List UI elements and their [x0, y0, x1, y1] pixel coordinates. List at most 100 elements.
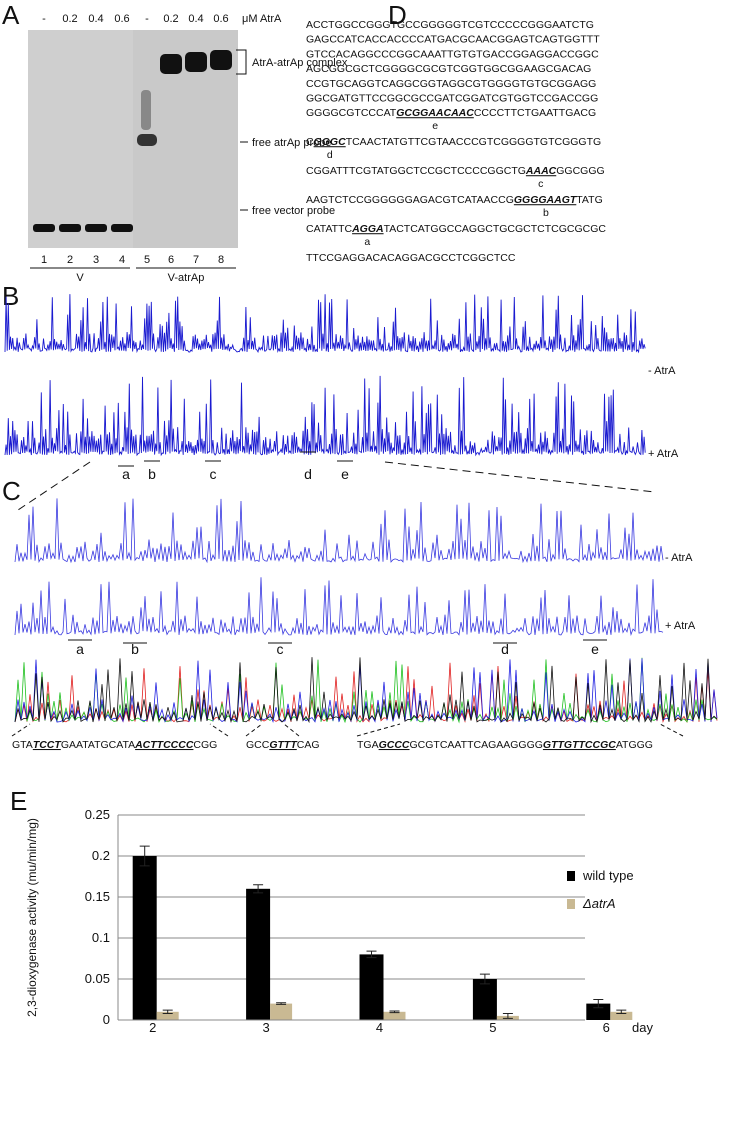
- region-label: e: [591, 641, 599, 657]
- chart: 0 0.05 0.1 0.15 0.2 0.25 2,3-dioxygenase activ…: [25, 807, 653, 1035]
- sequence-line: AGCGGCGCTCGGGGCGCGTCGGTGGCGGAAGCGACAG: [306, 63, 591, 75]
- error-bar: [253, 884, 264, 894]
- bar: [610, 1011, 633, 1020]
- y-tick-label: 0.1: [92, 930, 110, 945]
- sequence: CGG: [193, 739, 217, 751]
- bar: [586, 1003, 611, 1020]
- error-bar: [389, 1010, 400, 1014]
- region-label: d: [304, 466, 312, 482]
- trace: [14, 498, 664, 564]
- y-tick-label: 0.25: [85, 807, 110, 822]
- sequence: TACTCATGGCCAGGCTGCGCTCTCGCGCGC: [384, 223, 607, 235]
- region-label: d: [501, 641, 509, 657]
- bracket-lines: [11, 723, 684, 737]
- binding-site: GCCC: [379, 739, 410, 751]
- site-label: e: [432, 120, 438, 132]
- lane-number: 4: [119, 254, 125, 266]
- concentration: -: [145, 13, 149, 25]
- bar: [383, 1011, 406, 1020]
- trace: [14, 658, 718, 723]
- sequence-line: TTCCGAGGACACAGGACGCCTCGGCTCC: [306, 252, 516, 264]
- legend-swatch: [567, 899, 575, 909]
- error-bar: [593, 999, 604, 1009]
- region-label: a: [76, 641, 84, 657]
- sequence-row: TGAGCCCGCGTCAATTCAGAAGGGGGTTGTTCCGCATGGG: [357, 739, 653, 751]
- binding-site: AAAC: [525, 165, 557, 177]
- sequence-line: CATATTCAGGATACTCATGGCCAGGCTGCGCTCTCGCGCG…: [306, 223, 606, 235]
- panel-label: A: [2, 0, 20, 30]
- region-label: c: [277, 641, 284, 657]
- y-tick-label: 0.05: [85, 971, 110, 986]
- panel-d: ACCTGGCCGGGTGCCGGGGGTCGTCCCCCGGGAATCTG GA…: [306, 19, 606, 264]
- error-bar: [616, 1009, 627, 1014]
- unit: μM AtrA: [242, 13, 282, 25]
- error-bar: [366, 950, 377, 959]
- region-label: b: [131, 641, 139, 657]
- sequence: C: [306, 136, 314, 148]
- sequence: GCGTCAATTCAGAAGGGG: [410, 739, 543, 751]
- lane-number: 6: [168, 254, 174, 266]
- concentration: 0.6: [213, 13, 228, 25]
- sequence-line: CGGGCTCAACTATGTTCGTAACCCGTCGGGGTGTCGGGTG: [306, 136, 601, 148]
- region-label: b: [148, 466, 156, 482]
- binding-site: GGGC: [314, 136, 347, 148]
- bracket: [236, 49, 247, 75]
- bar: [246, 888, 271, 1020]
- annotation: free atrAp probe: [252, 137, 332, 149]
- y-tick-label: 0: [103, 1012, 110, 1027]
- error-bar: [162, 1009, 173, 1014]
- trace-label: + AtrA: [648, 448, 679, 460]
- zoom-lines: [14, 461, 656, 513]
- sequence-line: GAGCCATCACCACCCCATGACGCAACGGAGTCAGTGGTTT: [306, 34, 600, 46]
- sequence: GGCGGG: [556, 165, 604, 177]
- concentration: 0.2: [62, 13, 77, 25]
- y-tick-label: 0.2: [92, 848, 110, 863]
- sequence: CGGATTTCGTATGGCTCCGCTCCCCGGCTG: [306, 165, 526, 177]
- concentration: -: [42, 13, 46, 25]
- error-bar: [139, 845, 150, 867]
- site-label: a: [364, 236, 370, 248]
- trace: [14, 577, 664, 637]
- panel-label: E: [10, 786, 27, 816]
- region-label: c: [210, 466, 217, 482]
- x-axis-title: day: [632, 1020, 653, 1035]
- x-tick-label: 5: [489, 1020, 496, 1035]
- sequence: GAATATGCATA: [61, 739, 135, 751]
- x-tick-label: 4: [376, 1020, 383, 1035]
- site-label: c: [538, 178, 543, 190]
- sequence: GCC: [246, 739, 270, 751]
- bar: [132, 856, 157, 1020]
- x-tick-label: 6: [603, 1020, 610, 1035]
- sequence-line: CCGTGCAGGTCAGGCGGTAGGCGTGGGGTGTGCGGAGG: [306, 78, 596, 90]
- lane-number: 8: [218, 254, 224, 266]
- binding-site: AGGA: [351, 223, 384, 235]
- binding-site: GGGGAAGT: [514, 194, 578, 206]
- sequence: TATG: [576, 194, 602, 206]
- site-label: d: [327, 149, 333, 161]
- legend-label: wild type: [582, 868, 634, 883]
- region-label: a: [122, 466, 130, 482]
- sequence: GTA: [12, 739, 33, 751]
- panel-a: - 0.2 0.4 0.6 - 0.2 0.4 0.6 μM AtrA 1 2 3 4 5 6 7 8 V V-at…: [41, 13, 348, 284]
- y-axis-title: 2,3-dioxygenase activity (mu/min/mg): [25, 818, 39, 1017]
- annotation: AtrA-atrAp complex: [252, 57, 348, 69]
- sequence-line: GGCGATGTTCCGGCGCCGATCGGATCGTGGTCCGACCGG: [306, 93, 598, 105]
- gel-bands: [33, 50, 232, 232]
- group-label: V: [76, 272, 84, 284]
- sequence: AGCGGCGCTCGGGGCGCGTCGGTGGCGGAAGCGACAG: [306, 63, 591, 75]
- binding-site: GCGGAACAAC: [396, 107, 474, 119]
- bar: [359, 954, 384, 1020]
- lane-number: 7: [193, 254, 199, 266]
- sequence: CATATTC: [306, 223, 352, 235]
- region-label: e: [341, 466, 349, 482]
- site-label: b: [543, 207, 549, 219]
- concentration: 0.4: [88, 13, 103, 25]
- bar: [156, 1011, 179, 1020]
- sequence: TGA: [357, 739, 379, 751]
- trace: [14, 662, 718, 724]
- sequence-line: AAGTCTCCGGGGGGAGACGTCATAACCGGGGGAAGTTATG: [306, 194, 603, 206]
- sequence: GGCGATGTTCCGGCGCCGATCGGATCGTGGTCCGACCGG: [306, 93, 598, 105]
- error-bar: [276, 1002, 287, 1005]
- sequence: ACCTGGCCGGGTGCCGGGGGTCGTCCCCCGGGAATCTG: [306, 19, 594, 31]
